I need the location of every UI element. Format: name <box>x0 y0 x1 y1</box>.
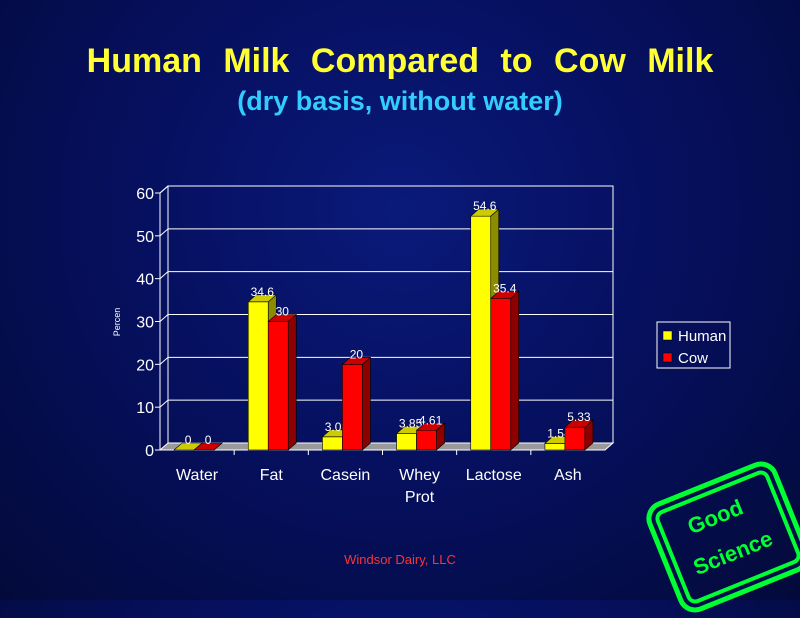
bar-side-cow <box>362 356 371 451</box>
legend-label-human: Human <box>678 328 726 345</box>
gridline-side <box>159 185 169 194</box>
gridline-side <box>159 356 169 365</box>
x-tick-label: Water <box>176 467 219 484</box>
bar-top-cow <box>564 419 594 428</box>
bar-side-cow <box>287 313 297 451</box>
bar-human <box>247 301 269 451</box>
bar-human <box>544 443 566 451</box>
footer-credit: Windsor Dairy, LLC <box>344 552 456 567</box>
gridline-side <box>159 228 169 237</box>
bar-top-human <box>247 294 278 303</box>
bar-human <box>470 215 492 451</box>
data-label: 30 <box>276 305 290 319</box>
y-tick-label: 40 <box>136 272 154 289</box>
data-label: 0 <box>205 433 212 447</box>
x-tick-label: Ash <box>554 467 582 484</box>
gridline-side <box>159 314 169 322</box>
bar-top-cow <box>267 314 298 322</box>
legend-label-cow: Cow <box>678 350 708 367</box>
y-tick-label: 20 <box>136 357 154 374</box>
gridline-side <box>159 271 169 280</box>
bar-cow <box>564 426 586 451</box>
bar-top-cow <box>415 422 446 431</box>
bar-cow <box>416 429 437 451</box>
legend-swatch-cow <box>662 352 673 363</box>
bar-top-cow <box>193 442 223 451</box>
slide-subtitle: (dry basis, without water) <box>237 86 563 116</box>
bar-human <box>322 436 343 451</box>
data-label: 3.85 <box>399 417 423 431</box>
y-tick-label: 10 <box>136 400 154 417</box>
data-label: 4.61 <box>419 413 443 427</box>
x-tick-label: Fat <box>260 467 284 484</box>
legend-box <box>656 321 731 369</box>
y-tick-label: 0 <box>145 443 154 460</box>
slide-title: Human Milk Compared to Cow Milk <box>86 42 714 80</box>
x-tick-label: Casein <box>321 467 371 484</box>
data-label: 0 <box>185 433 192 447</box>
y-tick-label: 50 <box>136 229 154 246</box>
x-tick-label: Lactose <box>466 467 522 484</box>
y-tick-label: 30 <box>136 315 154 332</box>
data-label: 20 <box>350 347 364 361</box>
bar-cow <box>342 364 363 451</box>
bar-cow <box>267 321 289 451</box>
gridline-side <box>159 399 169 408</box>
bar-cow <box>490 298 512 451</box>
legend-swatch-human <box>662 330 673 341</box>
bar-side-cow <box>510 290 520 451</box>
data-label: 54.6 <box>473 199 497 213</box>
bar-top-cow <box>489 291 520 299</box>
y-axis-label: Percen <box>112 308 122 337</box>
bar-human <box>396 433 417 451</box>
x-tick-label: Whey Prot <box>399 467 440 506</box>
data-label: 34.6 <box>251 285 275 299</box>
bar-top-human <box>469 208 500 217</box>
bar-top-cow <box>341 357 372 365</box>
data-label: 35.4 <box>493 281 517 295</box>
stamp-line-1: Good <box>683 494 747 540</box>
y-tick-label: 60 <box>136 186 154 203</box>
data-label: 5.33 <box>567 410 591 424</box>
